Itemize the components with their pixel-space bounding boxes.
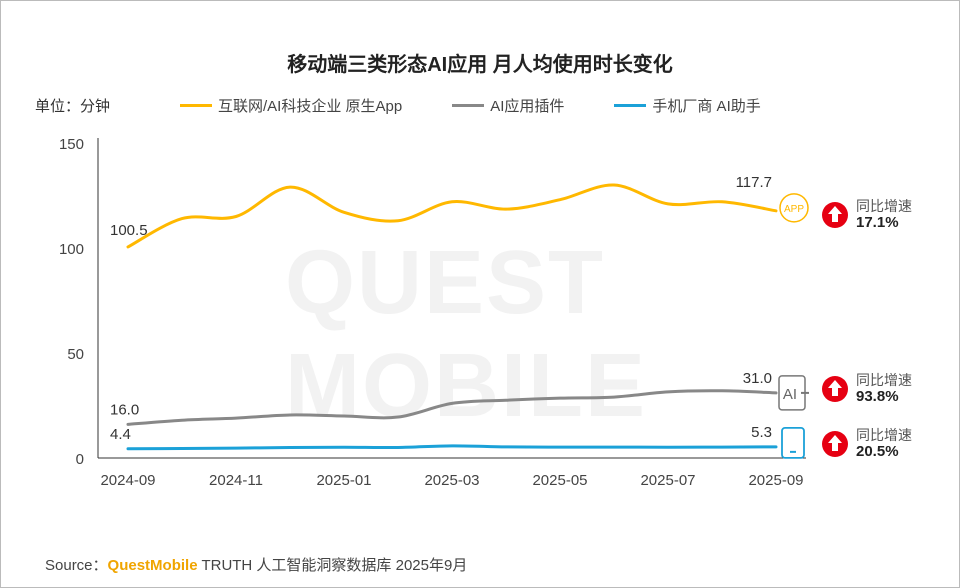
unit-label: 单位：分钟 (35, 98, 111, 115)
legend-label: 互联网/AI科技企业 原生App (218, 98, 403, 115)
source-text: TRUTH 人工智能洞察数据库 2025年9月 (197, 557, 468, 574)
legend-item: 互联网/AI科技企业 原生App (180, 95, 402, 116)
series-line (126, 183, 778, 249)
x-tick-label: 2024-11 (209, 472, 263, 489)
y-tick-label: 100 (59, 241, 84, 258)
up-arrow-icon (822, 376, 848, 402)
legend-item: AI应用插件 (452, 95, 564, 116)
y-tick-label: 0 (76, 451, 84, 468)
start-value-label: 100.5 (110, 222, 148, 239)
x-tick-label: 2025-07 (640, 472, 695, 489)
series-line (126, 444, 778, 451)
legend-label: 手机厂商 AI助手 (652, 98, 761, 115)
series-line (126, 389, 778, 426)
source-note: Source：QuestMobile TRUTH 人工智能洞察数据库 2025年… (45, 554, 467, 575)
legend-item: 手机厂商 AI助手 (614, 95, 761, 116)
legend-swatch (452, 104, 485, 107)
y-tick-label: 50 (67, 346, 84, 363)
growth-label: 同比增速 (856, 427, 912, 443)
growth-value: 17.1% (856, 214, 899, 231)
legend-swatch (180, 104, 212, 107)
end-value-label: 31.0 (743, 370, 772, 387)
legend-swatch (614, 104, 647, 107)
x-tick-label: 2025-03 (424, 472, 479, 489)
x-tick-label: 2025-09 (748, 472, 803, 489)
growth-label: 同比增速 (856, 198, 912, 214)
growth-value: 93.8% (856, 388, 899, 405)
x-tick-label: 2025-05 (532, 472, 587, 489)
ai-plugin-icon-text: AI (783, 386, 797, 403)
x-tick-label: 2025-01 (316, 472, 371, 489)
growth-badge: 同比增速 20.5% (822, 427, 912, 461)
growth-badge: 同比增速 93.8% (822, 372, 912, 406)
y-tick-label: 150 (59, 136, 84, 153)
end-value-label: 5.3 (751, 424, 772, 441)
start-value-label: 4.4 (110, 426, 131, 443)
chart-title: 移动端三类形态AI应用 月人均使用时长变化 (287, 54, 673, 76)
legend: 互联网/AI科技企业 原生App AI应用插件 手机厂商 AI助手 (180, 95, 761, 116)
legend-label: AI应用插件 (490, 98, 565, 115)
growth-label: 同比增速 (856, 372, 912, 388)
app-icon (779, 193, 809, 223)
end-value-label: 117.7 (736, 174, 772, 191)
up-arrow-icon (822, 431, 848, 457)
growth-badge: 同比增速 17.1% (822, 198, 912, 232)
start-value-label: 16.0 (110, 401, 139, 418)
phone-icon (781, 426, 805, 459)
app-icon-text: APP (784, 204, 804, 215)
growth-value: 20.5% (856, 443, 899, 460)
source-prefix: Source： (45, 557, 108, 574)
source-brand: QuestMobile (107, 557, 198, 574)
x-tick-label: 2024-09 (100, 472, 155, 489)
up-arrow-icon (822, 202, 848, 228)
watermark: QUEST MOBILE (285, 233, 647, 436)
